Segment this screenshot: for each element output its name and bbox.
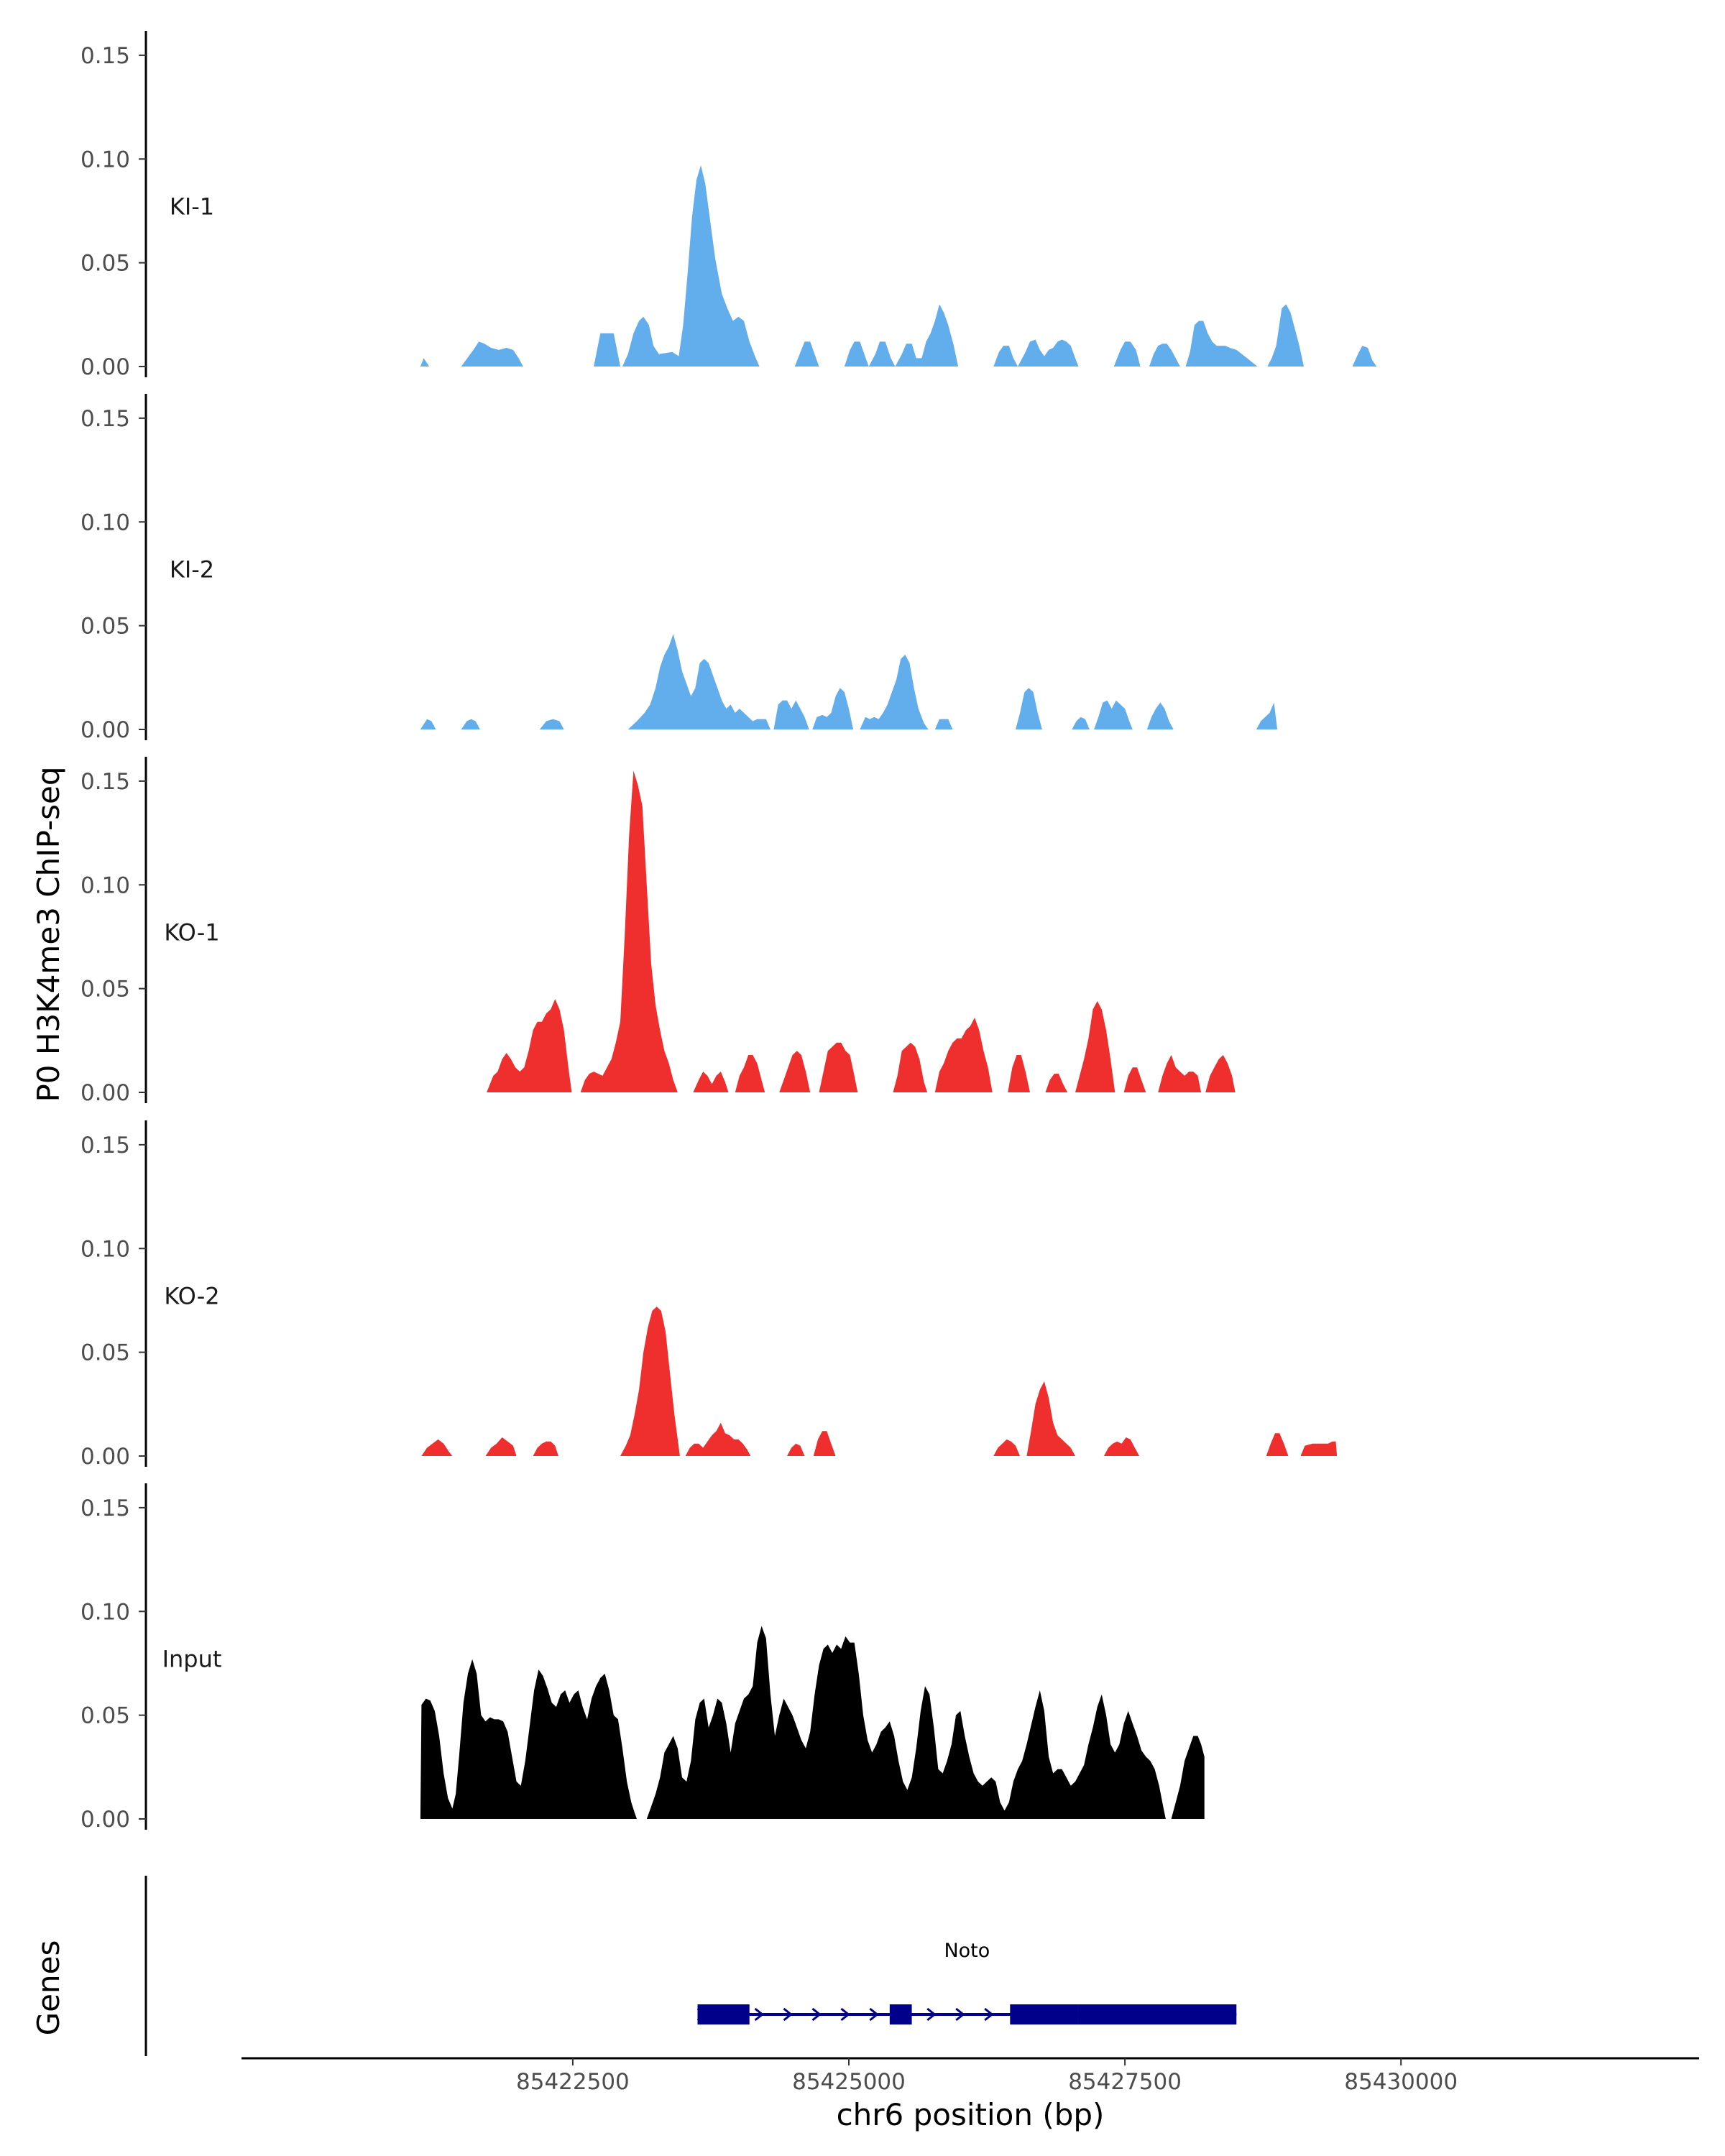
- track-ko-1: 0.00 0.05 0.10 0.15 KO-1: [80, 757, 1236, 1106]
- gene-track: Noto: [144, 1876, 1237, 2056]
- y-tick-label: 0.00: [80, 717, 130, 743]
- gene-exon: [889, 2004, 912, 2024]
- signal-area-ko-1: [487, 770, 1236, 1092]
- track-ko-2: 0.00 0.05 0.10 0.15 KO-2: [80, 1120, 1338, 1470]
- x-tick-label: 85427500: [1068, 2069, 1182, 2095]
- signal-area-ki-2: [420, 634, 1278, 729]
- y-tick-label: 0.10: [80, 872, 130, 898]
- x-axis: 85422500 85425000 85427500 85430000: [242, 2057, 1699, 2095]
- y-tick-label: 0.10: [80, 510, 130, 535]
- strand-arrow-icon: [869, 2007, 879, 2022]
- y-tick-label: 0.15: [80, 1133, 130, 1158]
- gene-name-label: Noto: [944, 1940, 990, 1962]
- y-tick-label: 0.00: [80, 1807, 130, 1833]
- signal-tracks: 0.00 0.05 0.10 0.15 KI-1 0.00 0.05 0.10 0.15 KI-2…: [80, 31, 1377, 1833]
- strand-arrow-icon: [811, 2007, 822, 2022]
- y-tick-label: 0.15: [80, 406, 130, 432]
- strand-arrow-icon: [955, 2007, 965, 2022]
- y-tick-label: 0.15: [80, 1496, 130, 1521]
- x-tick-label: 85430000: [1344, 2069, 1458, 2095]
- y-tick-label: 0.05: [80, 614, 130, 640]
- signal-area-input: [420, 1626, 1205, 1819]
- y-tick-label: 0.15: [80, 769, 130, 795]
- gene-exon: [697, 2004, 750, 2024]
- track-label-ko-1: KO-1: [164, 919, 219, 946]
- strand-arrow-icon: [984, 2007, 994, 2022]
- x-axis-title: chr6 position (bp): [837, 2097, 1105, 2132]
- signal-area-ko-2: [421, 1307, 1338, 1456]
- y-tick-label: 0.10: [80, 1236, 130, 1262]
- track-ki-1: 0.00 0.05 0.10 0.15 KI-1: [80, 31, 1377, 380]
- signal-area-ki-1: [420, 165, 1377, 367]
- x-tick-label: 85425000: [792, 2069, 906, 2095]
- y-tick-label: 0.15: [80, 43, 130, 69]
- y-axis-title: P0 H3K4me3 ChIP-seq: [31, 766, 66, 1102]
- y-tick-label: 0.05: [80, 1703, 130, 1729]
- y-tick-label: 0.00: [80, 1444, 130, 1470]
- x-tick-label: 85422500: [516, 2069, 630, 2095]
- y-tick-label: 0.10: [80, 1599, 130, 1625]
- gene-exon: [1010, 2004, 1078, 2024]
- strand-arrow-icon: [926, 2007, 937, 2022]
- strand-arrow-icon: [754, 2007, 764, 2022]
- track-input: 0.00 0.05 0.10 0.15 Input: [80, 1483, 1205, 1833]
- y-tick-label: 0.05: [80, 1340, 130, 1366]
- gene-exon: [1077, 2004, 1237, 2024]
- y-tick-label: 0.00: [80, 354, 130, 380]
- track-label-ko-2: KO-2: [164, 1283, 219, 1310]
- track-ki-2: 0.00 0.05 0.10 0.15 KI-2: [80, 394, 1278, 743]
- gene-track-title: Genes: [31, 1940, 66, 2036]
- track-label-ki-1: KI-1: [170, 193, 214, 221]
- y-tick-label: 0.05: [80, 251, 130, 277]
- y-tick-label: 0.00: [80, 1080, 130, 1106]
- track-label-input: Input: [162, 1646, 222, 1673]
- y-tick-label: 0.10: [80, 147, 130, 172]
- strand-arrow-icon: [840, 2007, 850, 2022]
- track-label-ki-2: KI-2: [170, 556, 214, 584]
- y-tick-label: 0.05: [80, 977, 130, 1003]
- strand-arrow-icon: [783, 2007, 793, 2022]
